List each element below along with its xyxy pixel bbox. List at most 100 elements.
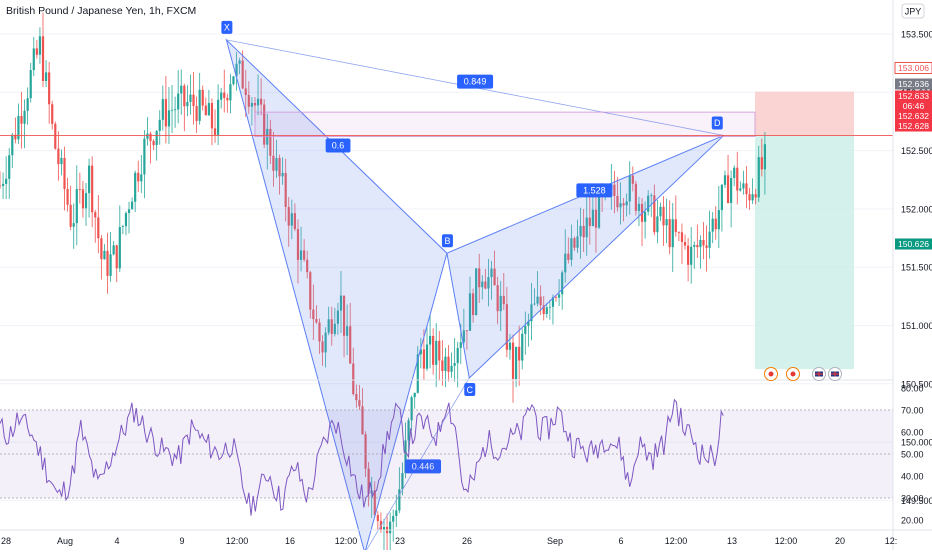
- chart-toolbar[interactable]: [764, 367, 842, 381]
- candle-body: [54, 123, 57, 149]
- candle-body: [336, 310, 340, 324]
- candle-body: [303, 250, 306, 260]
- candle-body: [177, 93, 180, 110]
- candle-body: [306, 259, 309, 273]
- price-tick-label: 153.500: [901, 30, 932, 40]
- candle-body: [591, 209, 594, 227]
- candle-body: [573, 238, 576, 248]
- candle-body: [84, 193, 88, 209]
- candle-body: [524, 325, 527, 334]
- candle-body: [158, 119, 161, 131]
- price-label-box: [895, 90, 932, 102]
- candle-body: [318, 322, 321, 342]
- candle-body: [130, 201, 134, 210]
- candle-body: [367, 468, 370, 494]
- candle-body: [253, 102, 257, 106]
- candle-body: [244, 88, 247, 96]
- stop-loss-zone: [755, 91, 854, 136]
- candle-body: [75, 189, 78, 224]
- candle-body: [736, 167, 739, 191]
- candle-body: [407, 420, 410, 441]
- candle-body: [674, 219, 677, 232]
- time-tick-label: 23: [395, 536, 405, 546]
- candle-body: [29, 70, 32, 99]
- candle-body: [723, 175, 727, 185]
- candle-body: [121, 226, 124, 228]
- candle-body: [275, 157, 278, 171]
- candle-body: [717, 210, 720, 230]
- candle-body: [576, 236, 579, 248]
- candle-body: [570, 238, 573, 260]
- candle-body: [536, 296, 539, 304]
- pattern-point-label: C: [467, 385, 474, 395]
- candle-body: [742, 183, 745, 189]
- price-label: 152.636: [898, 79, 929, 89]
- candle-body: [146, 133, 149, 139]
- candle-body: [389, 521, 392, 534]
- candle-body: [333, 323, 336, 334]
- candle-body: [588, 217, 591, 227]
- candle-body: [564, 253, 567, 273]
- candle-body: [155, 130, 158, 146]
- candle-body: [324, 332, 327, 353]
- price-label-box: [895, 100, 932, 112]
- flag-uk-icon[interactable]: [828, 367, 842, 381]
- time-tick-label: Sep: [547, 536, 563, 546]
- candle-body: [699, 240, 702, 248]
- candle-body: [647, 195, 650, 212]
- replay-icon[interactable]: [764, 367, 778, 381]
- candle-body: [502, 295, 505, 305]
- price-label-box: [895, 110, 932, 122]
- time-tick-label: 12:00: [226, 536, 249, 546]
- candle-body: [103, 250, 106, 260]
- candle-body: [425, 344, 429, 369]
- pattern-point-badge: [221, 20, 233, 34]
- candle-body: [124, 213, 128, 227]
- candle-body: [616, 195, 619, 208]
- price-candles: [0, 12, 767, 555]
- pattern-point-badge: [464, 382, 476, 396]
- candle-body: [628, 175, 631, 202]
- ratio-badge: [576, 183, 613, 198]
- flag-uk-icon[interactable]: [812, 367, 826, 381]
- candle-body: [204, 105, 207, 116]
- currency-badge[interactable]: [901, 3, 925, 19]
- candle-body: [112, 245, 115, 255]
- rsi-line: [0, 398, 724, 516]
- candle-body: [659, 206, 662, 217]
- candle-body: [213, 128, 217, 135]
- grid: [0, 33, 893, 501]
- candle-body: [23, 110, 26, 124]
- rsi-tick-label: 80.00: [901, 384, 924, 394]
- candle-body: [192, 94, 195, 107]
- candle-body: [730, 178, 733, 204]
- candle-body: [38, 36, 42, 55]
- candle-body: [63, 157, 66, 190]
- rsi-tick-label: 70.00: [901, 406, 924, 416]
- time-tick-label: 12:00: [775, 536, 798, 546]
- candle-body: [373, 490, 376, 515]
- candle-body: [263, 104, 266, 145]
- price-label-box: [895, 120, 932, 132]
- candle-body: [478, 268, 481, 288]
- candle-body: [0, 185, 2, 187]
- ratio-label: 0.446: [412, 461, 435, 471]
- candle-body: [1, 183, 5, 186]
- candle-body: [444, 356, 447, 371]
- candle-body: [428, 335, 432, 345]
- long-short-position-tool[interactable]: [755, 91, 854, 370]
- candle-body: [137, 172, 140, 182]
- candle-body: [164, 99, 167, 127]
- time-tick-label: 20: [835, 536, 845, 546]
- record-icon[interactable]: [786, 367, 800, 381]
- price-tick-label: 152.000: [901, 204, 932, 214]
- candle-body: [210, 103, 214, 129]
- candle-body: [745, 183, 748, 195]
- candle-body: [186, 101, 189, 107]
- candle-body: [20, 115, 23, 124]
- price-label-box: [894, 62, 932, 74]
- candle-body: [665, 219, 668, 226]
